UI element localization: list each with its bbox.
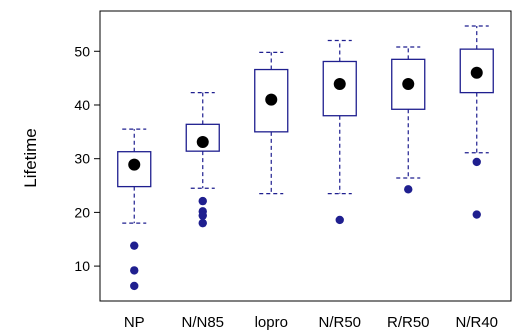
y-tick-label: 20 bbox=[74, 204, 90, 220]
y-tick-label: 40 bbox=[74, 97, 90, 113]
outlier-point bbox=[404, 185, 413, 194]
center-point bbox=[402, 78, 415, 91]
x-category-label: N/N85 bbox=[181, 314, 224, 331]
outlier-point bbox=[472, 210, 481, 219]
outlier-point bbox=[130, 266, 139, 275]
outlier-point bbox=[198, 218, 207, 228]
center-point bbox=[196, 136, 209, 149]
x-axis: NP N/N85 lopro N/R50 R/R50 N/R40 bbox=[124, 314, 498, 331]
box-group bbox=[254, 51, 289, 195]
center-point bbox=[470, 66, 483, 79]
boxes-layer bbox=[117, 25, 494, 291]
outlier-point bbox=[472, 157, 481, 167]
y-tick-label: 50 bbox=[74, 43, 90, 59]
y-axis: 10 20 30 40 50 bbox=[74, 43, 100, 274]
outlier-point bbox=[198, 211, 207, 220]
box-group bbox=[391, 46, 426, 194]
x-category-label: N/R40 bbox=[455, 314, 498, 331]
center-point bbox=[333, 78, 346, 91]
box-group bbox=[117, 128, 152, 291]
x-category-label: lopro bbox=[255, 314, 288, 331]
box-group bbox=[459, 25, 494, 219]
outlier-point bbox=[130, 241, 139, 250]
box-group bbox=[322, 39, 357, 225]
box-iqr bbox=[254, 68, 289, 133]
x-category-label: N/R50 bbox=[318, 314, 361, 331]
plot-frame bbox=[99, 10, 512, 302]
x-category-label: NP bbox=[124, 314, 145, 331]
y-axis-label: Lifetime bbox=[21, 128, 40, 188]
outlier-point bbox=[130, 281, 139, 291]
y-tick-label: 10 bbox=[74, 258, 90, 274]
center-point bbox=[128, 158, 141, 171]
box-group bbox=[185, 92, 220, 228]
outlier-point bbox=[198, 196, 207, 206]
center-point bbox=[265, 93, 278, 106]
outlier-point bbox=[335, 215, 344, 225]
y-tick-label: 30 bbox=[74, 151, 90, 167]
x-category-label: R/R50 bbox=[387, 314, 430, 331]
